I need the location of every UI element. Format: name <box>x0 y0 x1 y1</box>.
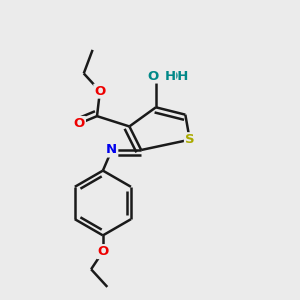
Text: O: O <box>94 85 106 98</box>
Text: O: O <box>74 117 85 130</box>
Text: S: S <box>185 133 195 146</box>
Text: OH: OH <box>166 70 189 83</box>
Text: N: N <box>106 143 117 157</box>
Text: O: O <box>147 70 159 83</box>
Text: O: O <box>97 245 109 258</box>
Text: H: H <box>164 70 175 83</box>
